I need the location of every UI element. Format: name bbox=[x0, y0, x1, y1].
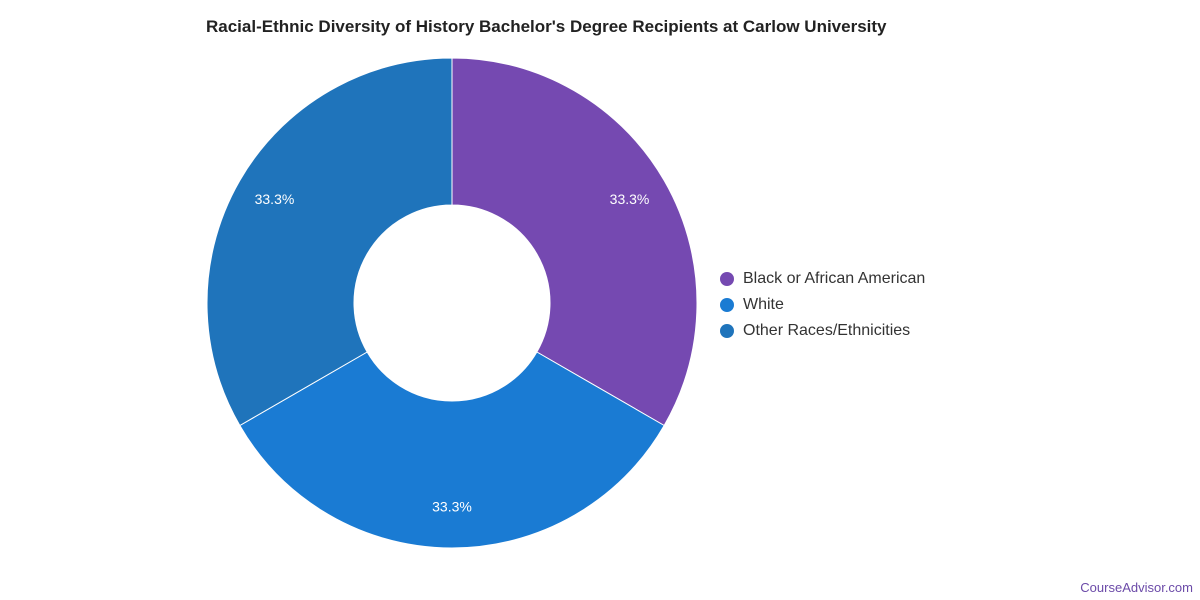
slice-label-3: 33.3% bbox=[255, 191, 295, 207]
legend-label: Black or African American bbox=[743, 270, 926, 287]
legend-swatch-icon bbox=[720, 272, 734, 286]
donut-slice-2[interactable] bbox=[239, 351, 665, 549]
legend-label: White bbox=[743, 296, 784, 313]
chart-legend: Black or African American White Other Race… bbox=[720, 266, 925, 344]
slice-label-2: 33.3% bbox=[432, 499, 472, 515]
legend-label: Other Races/Ethnicities bbox=[743, 322, 911, 339]
legend-swatch-icon bbox=[720, 324, 734, 338]
donut-slice-3[interactable] bbox=[206, 57, 453, 427]
legend-swatch-icon bbox=[720, 298, 734, 312]
slice-label-1: 33.3% bbox=[610, 191, 650, 207]
legend-item-3[interactable]: Other Races/Ethnicities bbox=[720, 318, 925, 344]
legend-item-2[interactable]: White bbox=[720, 292, 925, 318]
legend-item-1[interactable]: Black or African American bbox=[720, 266, 925, 292]
chart-title: Racial-Ethnic Diversity of History Bache… bbox=[206, 17, 887, 36]
donut-slice-1[interactable] bbox=[451, 57, 698, 427]
course-advisor-credit[interactable]: CourseAdvisor.com bbox=[1080, 580, 1193, 595]
